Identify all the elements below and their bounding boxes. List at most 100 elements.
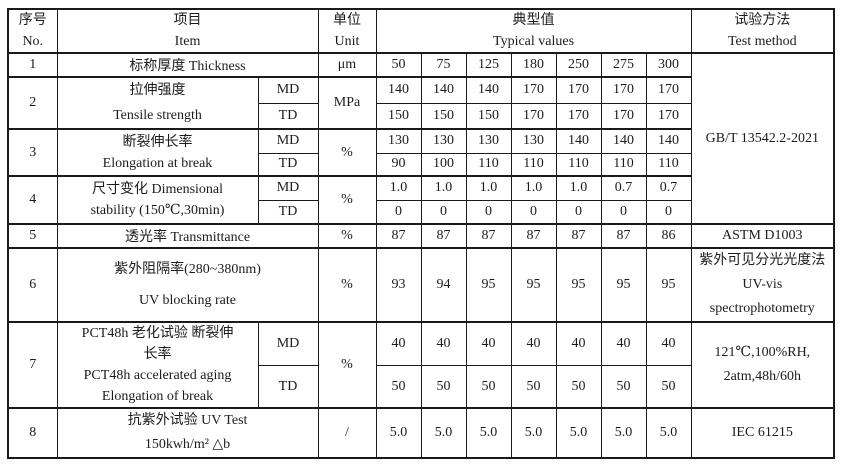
item-en: UV blocking rate <box>139 293 236 308</box>
header-no-zh: 序号 <box>18 13 47 28</box>
header-item-en: Item <box>174 34 201 49</box>
item-line1: PCT48h 老化试验 断裂伸 <box>81 326 234 341</box>
value-cell: 40 <box>420 321 467 367</box>
value-cell: 95 <box>465 247 512 323</box>
unit-cell: % <box>317 247 377 323</box>
item-line1: 抗紫外试验 UV Test <box>127 413 248 428</box>
no-cell: 5 <box>7 223 58 249</box>
header-item-zh: 项目 <box>173 13 202 28</box>
item-line1: 尺寸变化 Dimensional <box>91 182 224 197</box>
header-method-cell: 试验方法 Test method <box>690 8 835 54</box>
value-cell: 1.0 <box>375 175 422 201</box>
value-cell: 90 <box>375 152 422 177</box>
value-cell: 95 <box>510 247 557 323</box>
item-cell: 尺寸变化 Dimensional stability (150℃,30min) <box>56 175 259 225</box>
td-label-cell: TD <box>257 102 319 130</box>
value-cell: 5.0 <box>420 407 467 459</box>
value-cell: 170 <box>645 102 692 130</box>
header-unit-zh: 单位 <box>333 13 361 28</box>
unit-cell: / <box>317 407 377 459</box>
value-cell: 50 <box>510 365 557 409</box>
value-cell: 0.7 <box>600 175 647 201</box>
td-label-cell: TD <box>257 152 319 177</box>
method-cell: GB/T 13542.2-2021 <box>690 52 835 225</box>
value-cell: 40 <box>600 321 647 367</box>
value-cell: 180 <box>510 52 557 78</box>
value-cell: 110 <box>645 152 692 177</box>
value-cell: 0.7 <box>645 175 692 201</box>
value-cell: 87 <box>555 223 602 249</box>
value-cell: 94 <box>420 247 467 323</box>
value-cell: 87 <box>600 223 647 249</box>
header-no-cell: 序号 No. <box>7 8 58 54</box>
item-zh: 拉伸强度 <box>129 83 186 98</box>
item-line2: stability (150℃,30min) <box>90 203 225 218</box>
value-cell: 0 <box>555 199 602 225</box>
value-cell: 50 <box>375 365 422 409</box>
method-line2: 2atm,48h/60h <box>723 369 801 384</box>
header-typical-en: Typical values <box>493 34 575 49</box>
item-cell: 标称厚度 Thickness <box>56 52 319 78</box>
value-cell: 95 <box>600 247 647 323</box>
unit-cell: % <box>317 321 377 409</box>
header-unit-cell: 单位 Unit <box>317 8 377 54</box>
value-cell: 1.0 <box>420 175 467 201</box>
header-no-en: No. <box>22 34 44 49</box>
method-cell: IEC 61215 <box>690 407 835 459</box>
value-cell: 50 <box>645 365 692 409</box>
value-cell: 0 <box>375 199 422 225</box>
value-cell: 130 <box>375 128 422 154</box>
item-cell: 紫外阻隔率(280~380nm) UV blocking rate <box>56 247 319 323</box>
item-en: Tensile strength <box>113 108 202 123</box>
value-cell: 170 <box>600 76 647 104</box>
value-cell: 87 <box>375 223 422 249</box>
md-label-cell: MD <box>257 175 319 201</box>
item-line2: 长率 <box>143 347 172 362</box>
value-cell: 140 <box>465 76 512 104</box>
value-cell: 50 <box>375 52 422 78</box>
method-cell: 紫外可见分光光度法 UV-vis spectrophotometry <box>690 247 835 323</box>
value-cell: 50 <box>465 365 512 409</box>
unit-cell: μm <box>317 52 377 78</box>
value-cell: 140 <box>645 128 692 154</box>
value-cell: 300 <box>645 52 692 78</box>
value-cell: 75 <box>420 52 467 78</box>
value-cell: 95 <box>645 247 692 323</box>
value-cell: 5.0 <box>645 407 692 459</box>
item-zh: 断裂伸长率 <box>122 134 193 150</box>
header-method-zh: 试验方法 <box>734 13 791 28</box>
md-label-cell: MD <box>257 76 319 104</box>
row-4-td: TD 0 0 0 0 0 0 0 <box>8 199 834 225</box>
header-method-en: Test method <box>727 34 797 49</box>
no-cell: 1 <box>7 52 58 78</box>
value-cell: 87 <box>510 223 557 249</box>
value-cell: 5.0 <box>555 407 602 459</box>
item-cell: 拉伸强度 Tensile strength <box>56 76 259 130</box>
no-cell: 6 <box>7 247 58 323</box>
value-cell: 5.0 <box>375 407 422 459</box>
item-line3: PCT48h accelerated aging <box>83 368 232 383</box>
unit-cell: % <box>317 223 377 249</box>
value-cell: 140 <box>555 128 602 154</box>
td-label-cell: TD <box>257 199 319 225</box>
row-8: 8 抗紫外试验 UV Test 150kwh/m² △b / 5.0 5.0 5… <box>7 407 835 459</box>
value-cell: 1.0 <box>510 175 557 201</box>
method-cell: 121℃,100%RH, 2atm,48h/60h <box>690 321 835 409</box>
header-typical-cell: 典型值 Typical values <box>375 8 692 54</box>
value-cell: 5.0 <box>465 407 512 459</box>
value-cell: 86 <box>645 223 692 249</box>
value-cell: 250 <box>555 52 602 78</box>
value-cell: 93 <box>375 247 422 323</box>
value-cell: 170 <box>555 76 602 104</box>
item-en: Elongation at break <box>102 155 213 171</box>
value-cell: 140 <box>420 76 467 104</box>
value-cell: 50 <box>420 365 467 409</box>
header-row: 序号 No. 项目 Item 单位 Unit 典型值 Typical value… <box>7 8 835 54</box>
value-cell: 140 <box>375 76 422 104</box>
no-cell: 4 <box>7 175 58 225</box>
item-cell: 断裂伸长率 Elongation at break <box>56 128 259 177</box>
value-cell: 130 <box>510 128 557 154</box>
value-cell: 50 <box>555 365 602 409</box>
row-3-td: TD 90 100 110 110 110 110 110 <box>8 152 834 177</box>
